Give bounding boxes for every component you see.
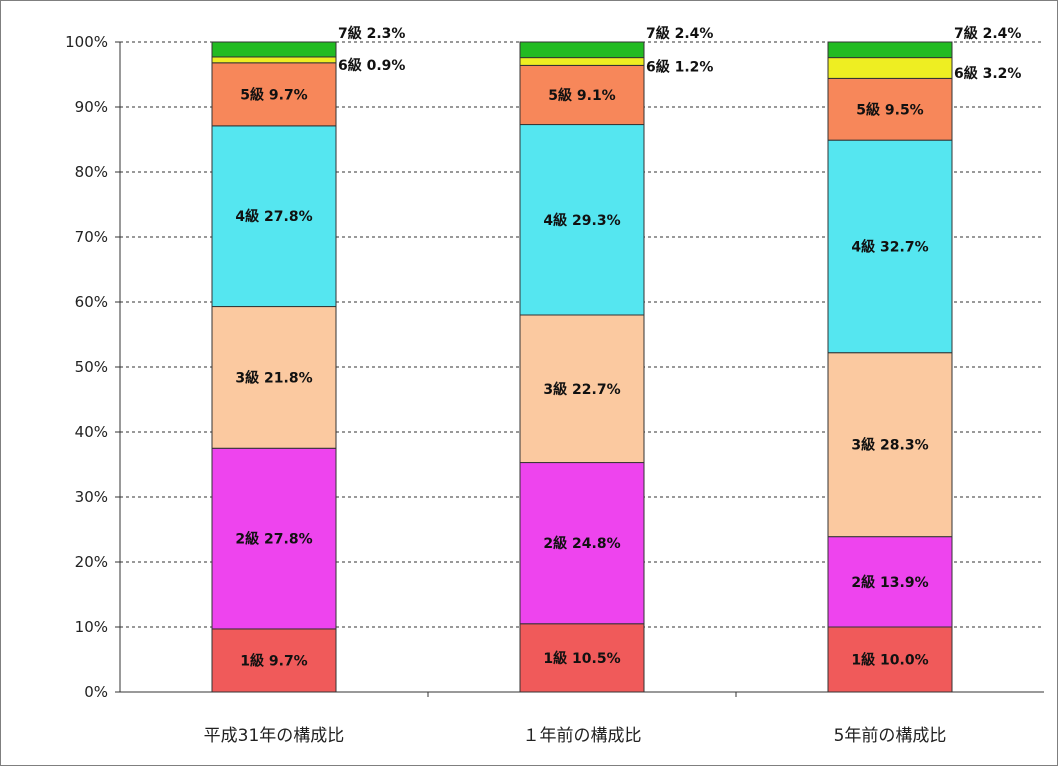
bar-segment-6級 — [827, 57, 953, 79]
bar-segment-4級 — [211, 125, 337, 308]
bar-segment-1級 — [211, 628, 337, 693]
y-tick-label: 20% — [75, 553, 108, 571]
y-tick-label: 40% — [75, 423, 108, 441]
data-label: 3級 22.7% — [543, 381, 620, 398]
data-label: 3級 28.3% — [851, 437, 928, 454]
data-label: 6級 3.2% — [954, 65, 1021, 82]
x-category-label: 5年前の構成比 — [834, 726, 947, 746]
data-label: 7級 2.4% — [646, 25, 713, 42]
data-label: 6級 1.2% — [646, 59, 713, 76]
y-tick-label: 10% — [75, 618, 108, 636]
data-label: 5級 9.5% — [856, 101, 923, 118]
bars — [211, 41, 953, 693]
data-label: 4級 27.8% — [235, 208, 312, 225]
bar-segment-4級 — [827, 139, 953, 354]
bar-segment-6級 — [211, 56, 337, 64]
bar-segment-2級 — [519, 462, 645, 625]
axes — [115, 41, 1044, 697]
data-label: 2級 27.8% — [235, 531, 312, 548]
bar-segment-1級 — [519, 623, 645, 693]
data-label: 2級 24.8% — [543, 535, 620, 552]
bar-segment-4級 — [519, 124, 645, 316]
data-label: 3級 21.8% — [235, 369, 312, 386]
y-tick-label: 0% — [84, 683, 108, 701]
y-tick-label: 30% — [75, 488, 108, 506]
data-label: 5級 9.7% — [240, 86, 307, 103]
data-label: 7級 2.4% — [954, 25, 1021, 42]
x-category-label: １年前の構成比 — [523, 726, 642, 746]
y-tick-label: 80% — [75, 163, 108, 181]
bar-segment-3級 — [211, 306, 337, 449]
bar-segment-5級 — [211, 62, 337, 127]
labels: 0% 10% 20% 30% 40% 50% 60% 70% 80% 90% 100% 1級 9.7%… — [65, 25, 1021, 746]
bar-segment-2級 — [211, 447, 337, 630]
data-label: 1級 9.7% — [240, 652, 307, 669]
data-label: 4級 29.3% — [543, 212, 620, 229]
bar-segment-3級 — [519, 314, 645, 464]
data-label: 2級 13.9% — [851, 574, 928, 591]
y-tick-label: 60% — [75, 293, 108, 311]
bar-segment-2級 — [827, 536, 953, 628]
y-tick-label: 70% — [75, 228, 108, 246]
x-category-label: 平成31年の構成比 — [204, 726, 345, 746]
y-tick-label: 100% — [65, 33, 108, 51]
data-label: 7級 2.3% — [338, 25, 405, 42]
bar-segment-3級 — [827, 352, 953, 538]
bar-segment-7級 — [519, 41, 645, 59]
bar-segment-1級 — [827, 626, 953, 693]
data-label: 6級 0.9% — [338, 57, 405, 74]
bar-segment-7級 — [211, 41, 337, 58]
data-label: 5級 9.1% — [548, 87, 615, 104]
data-label: 1級 10.0% — [851, 652, 928, 669]
bar-segment-7級 — [827, 41, 953, 59]
y-tick-label: 90% — [75, 98, 108, 116]
data-label: 1級 10.5% — [543, 650, 620, 667]
bar-segment-6級 — [519, 57, 645, 66]
y-tick-label: 50% — [75, 358, 108, 376]
bar-segment-5級 — [519, 64, 645, 126]
data-label: 4級 32.7% — [851, 238, 928, 255]
